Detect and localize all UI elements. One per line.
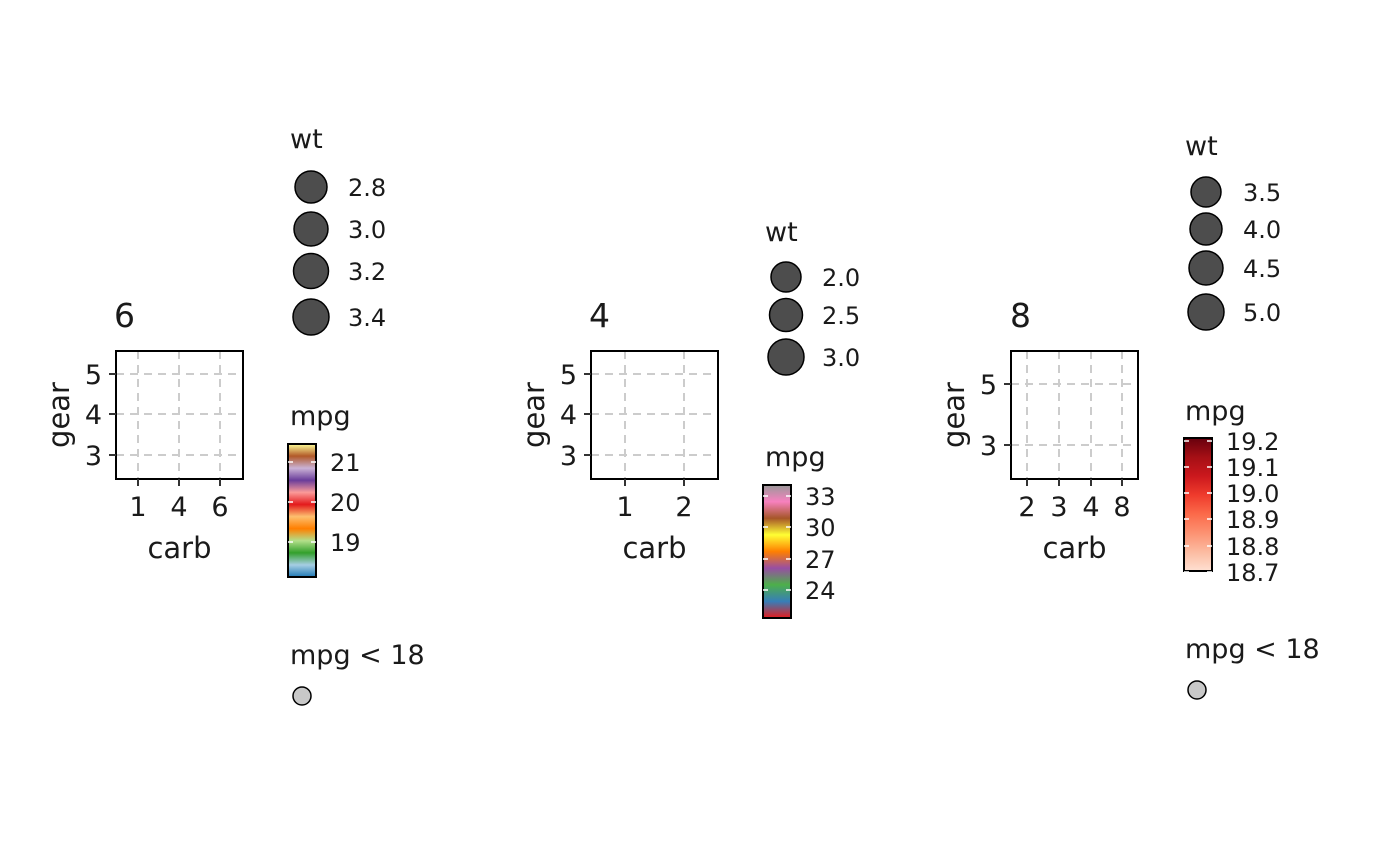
y-tick-label: 5 [560,360,577,391]
y-axis-title: gear [42,382,76,448]
legend-key-circle [294,170,328,204]
colorbar-label: 33 [805,483,836,511]
colorbar-label: 18.9 [1226,506,1279,534]
legend-key-circle [292,252,330,290]
colorbar [287,443,317,578]
y-tick-label: 5 [85,360,102,391]
y-tick-label: 5 [980,370,997,401]
legend-label: 2.5 [822,302,860,330]
legend-key-circle [292,298,330,336]
x-tick-label: 4 [170,492,187,523]
panel-8: 82 3 4 835carbgearwt3.54.04.55.0mpg19.219.1… [937,131,1320,700]
y-tick-label: 3 [560,441,577,472]
y-tick-label: 3 [85,441,102,472]
legend-key-circle [1187,293,1225,331]
colorbar-label: 19.2 [1226,428,1279,456]
legend-key-circle [293,211,329,247]
legend-title: mpg [1185,396,1246,427]
legend-key-circle [1190,176,1222,208]
colorbar-label: 21 [330,449,361,477]
legend-title: wt [290,124,323,155]
legend-size: wt 2.8 3.0 3.2 3.4 [290,124,386,336]
x-tick-label: 6 [211,492,228,523]
legend-label: 3.5 [1243,179,1281,207]
legend-label: 3.4 [348,304,386,332]
legend-title: wt [1185,131,1218,162]
legend-na: mpg < 18 [290,640,425,706]
x-tick-label: 8 [1113,492,1130,523]
panel-title: 6 [114,296,135,335]
x-axis-title: carb [622,531,686,565]
colorbar [762,484,792,619]
legend-title: mpg < 18 [290,640,425,671]
legend-size: wt 3.5 4.0 4.5 5.0 [1185,131,1281,331]
x-tick-label: 1 [129,492,146,523]
x-axis-title: carb [1042,531,1106,565]
panel-6: 61 4 6345carbgearwt2.83.03.23.4mpg212019mp… [42,124,425,706]
colorbar-label: 24 [805,577,836,605]
colorbar-label: 18.8 [1226,533,1279,561]
panel-title: 8 [1010,296,1031,335]
legend-label: 2.8 [348,174,386,202]
colorbar-label: 27 [805,546,836,574]
legend-label: 3.0 [348,216,386,244]
colorbar-label: 18.7 [1226,559,1279,587]
x-tick-label: 4 [1082,492,1099,523]
legend-key-circle [1189,212,1223,246]
legend-title: wt [765,217,798,248]
legend-color: mpg 33 30 27 24 [762,442,836,619]
colorbar-label: 19.0 [1226,480,1279,508]
y-tick-label: 3 [980,431,997,462]
y-axis-title: gear [937,382,971,448]
legend-title: mpg < 18 [1185,634,1320,665]
legend-label: 5.0 [1243,299,1281,327]
x-tick-label: 2 [675,492,692,523]
legend-label: 4.0 [1243,216,1281,244]
legend-size: wt 2.0 2.5 3.0 [765,217,860,376]
legend-key-circle [292,686,312,706]
legend-label: 4.5 [1243,255,1281,283]
legend-color: mpg 21 20 19 [287,401,361,578]
legend-key-circle [768,297,804,333]
x-axis-title: carb [147,531,211,565]
colorbar [1183,437,1213,572]
legend-key-circle [770,261,802,293]
plot-background [1011,351,1138,479]
y-tick-label: 4 [560,400,577,431]
legend-title: mpg [290,401,351,432]
legend-label: 3.2 [348,258,386,286]
legend-key-circle [767,338,805,376]
legend-label: 2.0 [822,264,860,292]
y-tick-label: 4 [85,400,102,431]
y-axis-title: gear [517,382,551,448]
legend-key-circle [1188,250,1224,286]
x-tick-label: 1 [616,492,633,523]
colorbar-label: 19.1 [1226,454,1279,482]
legend-label: 3.0 [822,344,860,372]
colorbar-label: 19 [330,529,361,557]
colorbar-label: 20 [330,489,361,517]
panel-title: 4 [589,296,610,335]
plot-border [1010,350,1139,480]
legend-na: mpg < 18 [1185,634,1320,700]
legend-key-circle [1187,680,1207,700]
x-tick-label: 3 [1050,492,1067,523]
x-tick-label: 2 [1018,492,1035,523]
colorbar-label: 30 [805,514,836,542]
legend-title: mpg [765,442,826,473]
